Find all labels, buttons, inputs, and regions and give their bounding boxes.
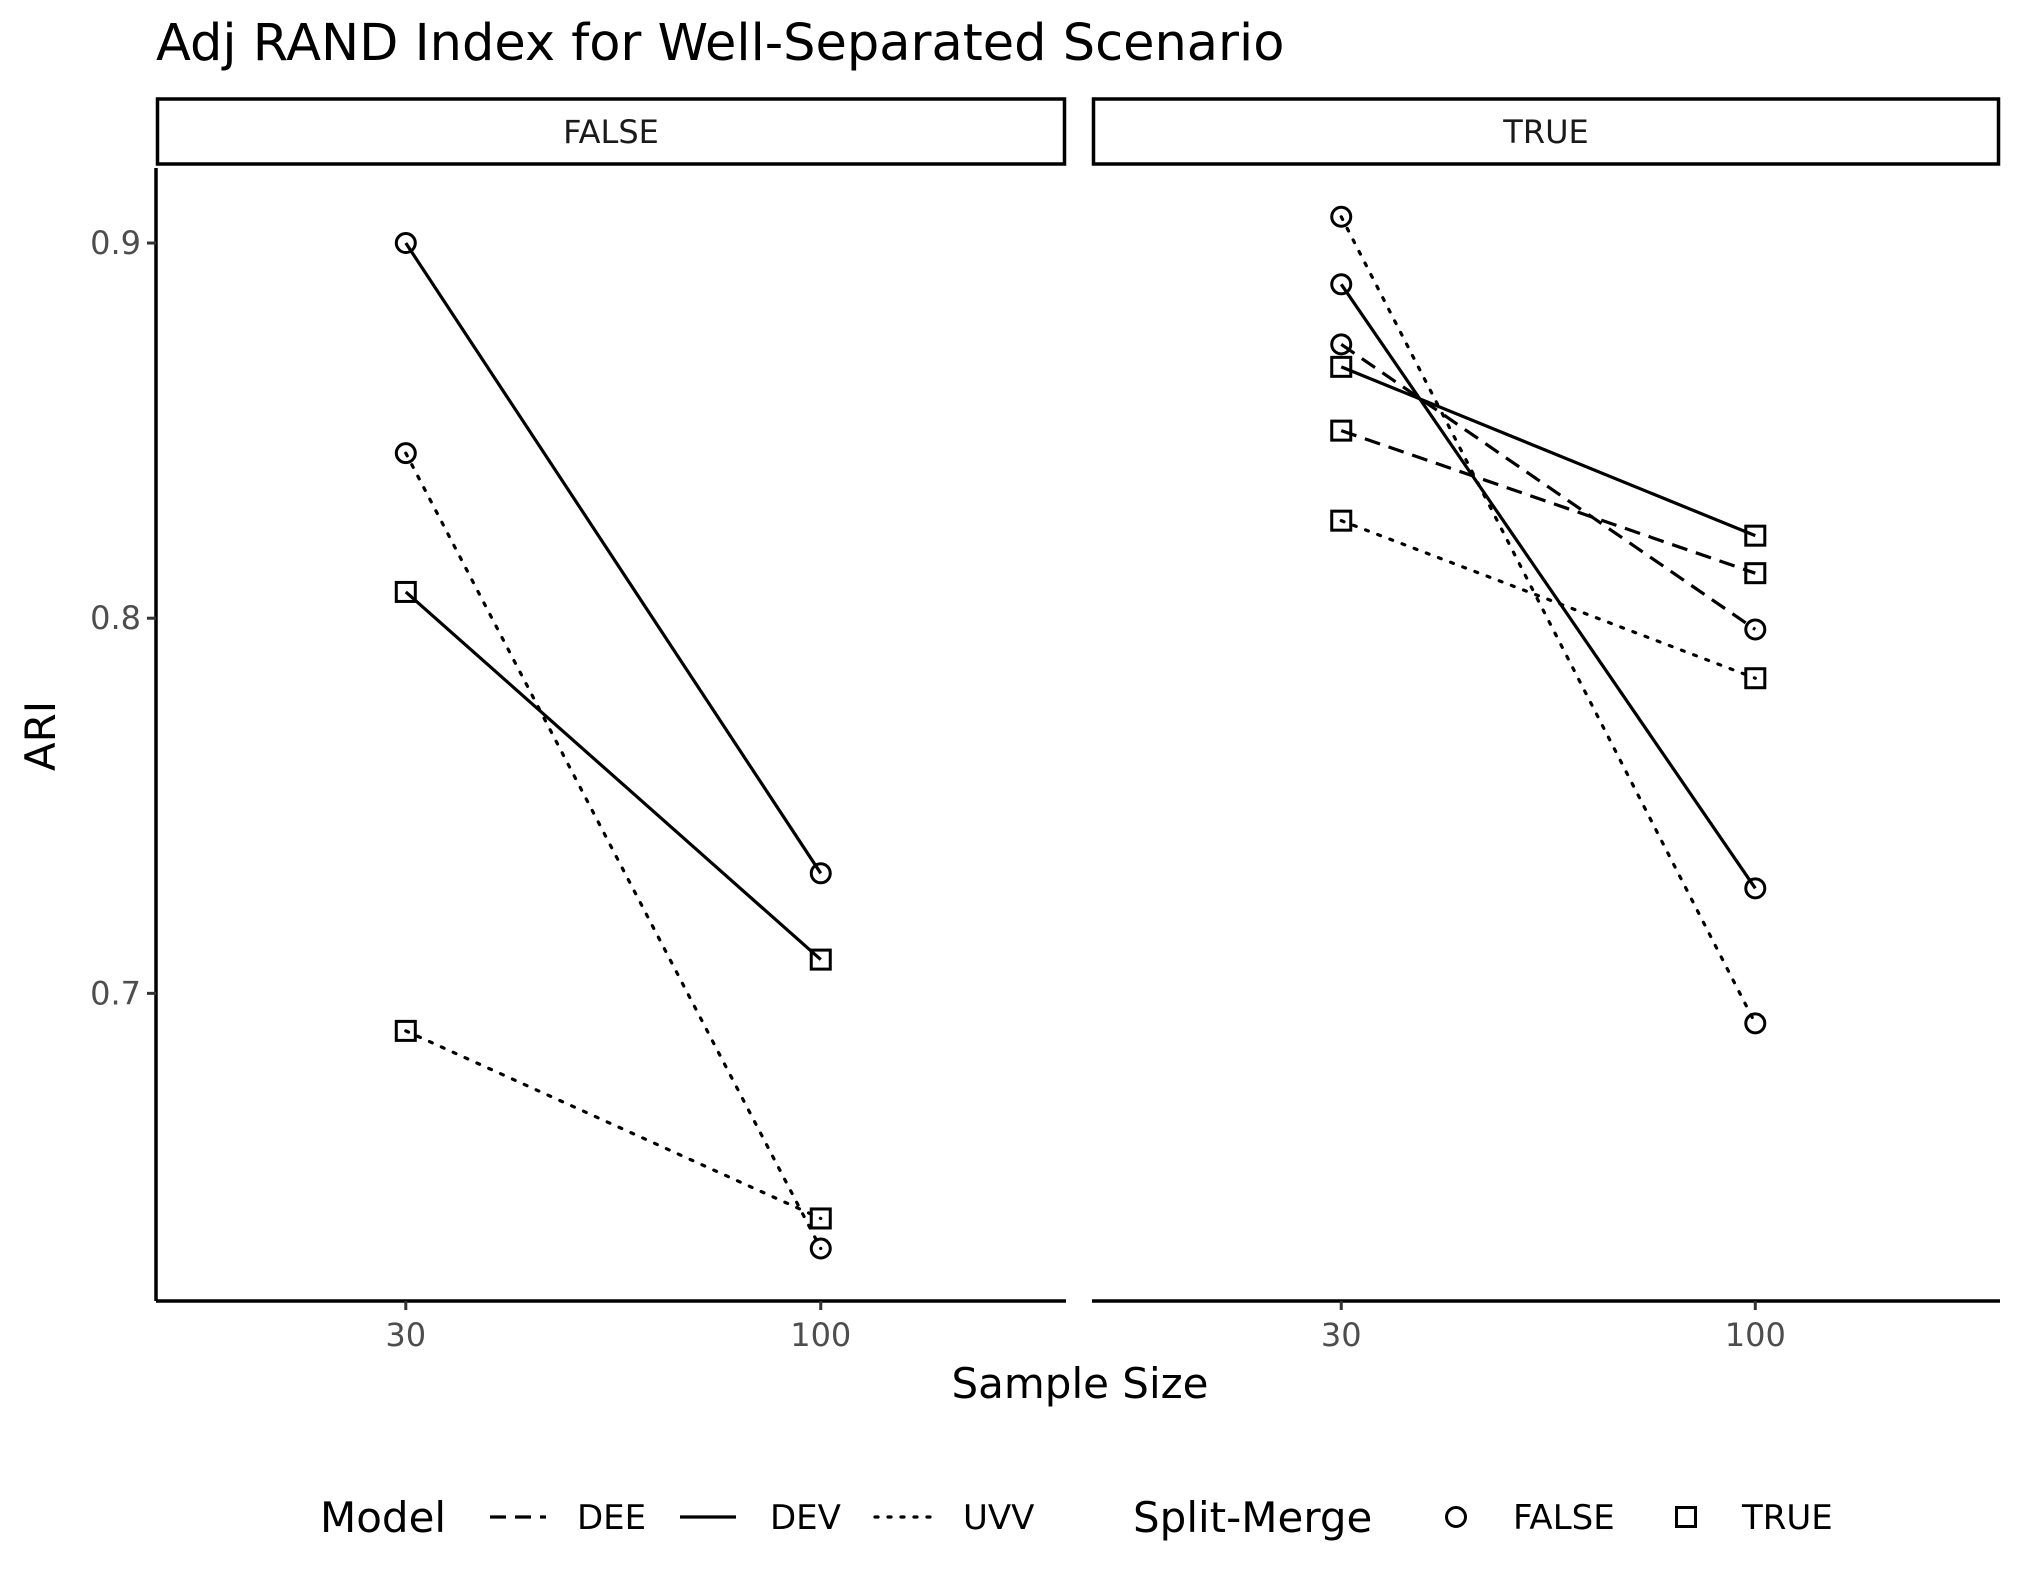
series-dev-split-true — [1330, 355, 1767, 547]
y-tick-label: 0.8 — [90, 599, 141, 637]
facet-strip — [155, 97, 1067, 166]
legend-label-uvv: UVV — [963, 1498, 1034, 1538]
x-tick-label: 30 — [1321, 1316, 1362, 1354]
legend-title-model: Model — [320, 1493, 446, 1542]
series-dee-split-false — [1330, 333, 1767, 641]
series-line — [1340, 343, 1757, 631]
data-point-circle — [809, 862, 832, 885]
data-point-circle — [1330, 273, 1353, 296]
facet-strip-label: TRUE — [1502, 113, 1588, 151]
series-dev-split-false — [394, 232, 832, 885]
x-axis-title: Sample Size — [951, 1359, 1208, 1408]
series-dev-split-true — [394, 580, 832, 971]
y-tick-label: 0.9 — [90, 224, 141, 262]
legend-key-circle — [1445, 1506, 1467, 1528]
data-point-square — [1744, 562, 1767, 585]
data-point-circle — [1744, 1012, 1767, 1035]
series-uvv-split-true — [1330, 509, 1767, 690]
data-point-circle — [1744, 618, 1767, 641]
data-point-square — [1744, 667, 1767, 690]
series-dev-split-false — [1330, 273, 1767, 900]
legend-title-split-merge: Split-Merge — [1133, 1493, 1372, 1542]
legend-label-dee: DEE — [577, 1498, 646, 1538]
data-point-square — [1744, 524, 1767, 547]
legend-label-split-false: FALSE — [1513, 1498, 1615, 1538]
series-line — [404, 590, 822, 961]
data-point-circle — [394, 442, 417, 465]
facet-panel-false: FALSE 0.7 0.8 0.9 30 100 — [90, 97, 1067, 1354]
facet-panel-true: TRUE 30 100 — [1091, 97, 2001, 1354]
data-point-circle — [1330, 333, 1353, 356]
facet-strip — [1091, 97, 2001, 166]
series-line — [404, 1029, 823, 1221]
series-line — [1340, 429, 1756, 575]
x-tick-label: 100 — [1725, 1316, 1786, 1354]
legend-label-dev: DEV — [770, 1498, 841, 1538]
series-line — [1339, 215, 1757, 1025]
facet-strip-label: FALSE — [563, 113, 659, 151]
series-uvv-split-true — [394, 1019, 832, 1230]
y-axis-title: ARI — [16, 701, 65, 771]
legend-key-square — [1675, 1506, 1697, 1528]
series-uvv-split-false — [1330, 205, 1767, 1035]
legend-label-split-true: TRUE — [1741, 1498, 1833, 1538]
x-tick-label: 100 — [790, 1316, 851, 1354]
data-point-square — [1330, 509, 1353, 532]
x-tick-label: 30 — [385, 1316, 426, 1354]
data-point-square — [1330, 355, 1353, 378]
y-tick-label: 0.7 — [90, 974, 141, 1012]
data-point-square — [1330, 419, 1353, 442]
series-dee-split-true — [1330, 419, 1767, 585]
series-uvv-split-false — [394, 442, 832, 1260]
series-line — [1340, 365, 1756, 538]
data-point-square — [809, 1207, 832, 1230]
chart-title: Adj RAND Index for Well-Separated Scenar… — [156, 14, 1284, 73]
series-line — [1339, 519, 1757, 680]
data-point-square — [394, 580, 417, 603]
data-point-square — [809, 948, 832, 971]
data-point-circle — [809, 1237, 832, 1260]
data-point-square — [394, 1019, 417, 1042]
series-line — [404, 242, 823, 875]
series-line — [1339, 283, 1757, 890]
series-line — [404, 451, 823, 1251]
legend: Model DEE DEV UVV Split-Merge FALSE TRUE — [320, 1493, 1833, 1542]
facet-panels: FALSE 0.7 0.8 0.9 30 100 TRUE 30 100 — [90, 97, 2001, 1354]
data-point-circle — [394, 232, 417, 255]
data-point-circle — [1744, 877, 1767, 900]
data-point-circle — [1330, 205, 1353, 228]
